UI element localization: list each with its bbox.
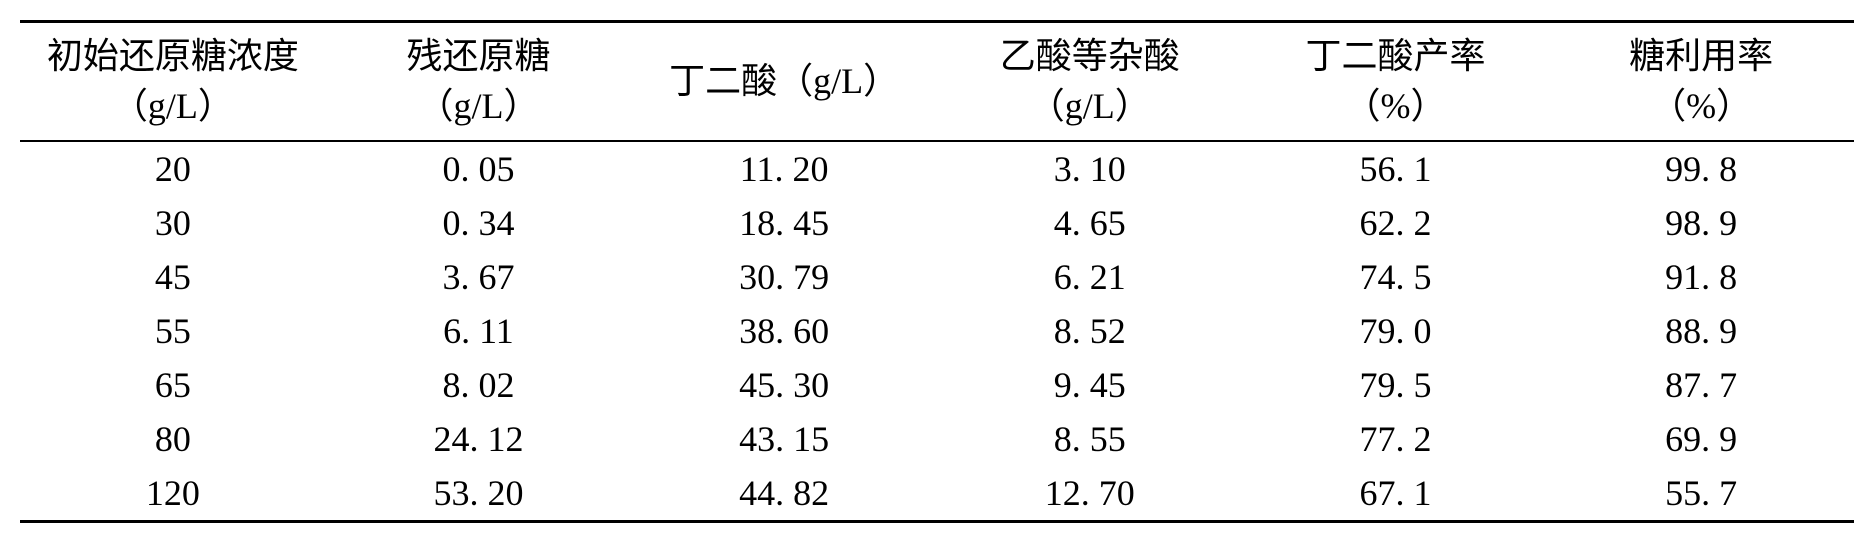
cell: 12. 70 bbox=[937, 466, 1243, 522]
table-row: 55 6. 11 38. 60 8. 52 79. 0 88. 9 bbox=[20, 304, 1854, 358]
table-body: 20 0. 05 11. 20 3. 10 56. 1 99. 8 30 0. … bbox=[20, 141, 1854, 522]
col-header-1: 残还原糖 （g/L） bbox=[326, 22, 632, 141]
cell: 65 bbox=[20, 358, 326, 412]
cell: 6. 21 bbox=[937, 250, 1243, 304]
cell: 6. 11 bbox=[326, 304, 632, 358]
cell: 8. 52 bbox=[937, 304, 1243, 358]
cell: 74. 5 bbox=[1243, 250, 1549, 304]
cell: 24. 12 bbox=[326, 412, 632, 466]
cell: 0. 34 bbox=[326, 196, 632, 250]
cell: 88. 9 bbox=[1548, 304, 1854, 358]
cell: 4. 65 bbox=[937, 196, 1243, 250]
cell: 77. 2 bbox=[1243, 412, 1549, 466]
col-header-5-line2: （%） bbox=[1558, 81, 1844, 131]
col-header-3-line2: （g/L） bbox=[947, 81, 1233, 131]
cell: 30 bbox=[20, 196, 326, 250]
cell: 80 bbox=[20, 412, 326, 466]
cell: 8. 55 bbox=[937, 412, 1243, 466]
cell: 99. 8 bbox=[1548, 141, 1854, 196]
cell: 38. 60 bbox=[631, 304, 937, 358]
cell: 62. 2 bbox=[1243, 196, 1549, 250]
col-header-0: 初始还原糖浓度 （g/L） bbox=[20, 22, 326, 141]
col-header-5-line1: 糖利用率 bbox=[1558, 31, 1844, 81]
cell: 45 bbox=[20, 250, 326, 304]
col-header-0-line2: （g/L） bbox=[30, 81, 316, 131]
cell: 45. 30 bbox=[631, 358, 937, 412]
table-row: 65 8. 02 45. 30 9. 45 79. 5 87. 7 bbox=[20, 358, 1854, 412]
cell: 3. 10 bbox=[937, 141, 1243, 196]
cell: 20 bbox=[20, 141, 326, 196]
col-header-2-line1: 丁二酸（g/L） bbox=[641, 56, 927, 106]
col-header-4: 丁二酸产率 （%） bbox=[1243, 22, 1549, 141]
cell: 43. 15 bbox=[631, 412, 937, 466]
col-header-0-line1: 初始还原糖浓度 bbox=[30, 31, 316, 81]
cell: 0. 05 bbox=[326, 141, 632, 196]
table-header: 初始还原糖浓度 （g/L） 残还原糖 （g/L） 丁二酸（g/L） 乙酸等杂酸 … bbox=[20, 22, 1854, 141]
cell: 79. 5 bbox=[1243, 358, 1549, 412]
col-header-4-line2: （%） bbox=[1253, 81, 1539, 131]
table-row: 45 3. 67 30. 79 6. 21 74. 5 91. 8 bbox=[20, 250, 1854, 304]
cell: 55 bbox=[20, 304, 326, 358]
col-header-1-line2: （g/L） bbox=[336, 81, 622, 131]
col-header-4-line1: 丁二酸产率 bbox=[1253, 31, 1539, 81]
cell: 18. 45 bbox=[631, 196, 937, 250]
col-header-3: 乙酸等杂酸 （g/L） bbox=[937, 22, 1243, 141]
cell: 69. 9 bbox=[1548, 412, 1854, 466]
cell: 56. 1 bbox=[1243, 141, 1549, 196]
col-header-3-line1: 乙酸等杂酸 bbox=[947, 31, 1233, 81]
cell: 44. 82 bbox=[631, 466, 937, 522]
cell: 9. 45 bbox=[937, 358, 1243, 412]
cell: 79. 0 bbox=[1243, 304, 1549, 358]
cell: 98. 9 bbox=[1548, 196, 1854, 250]
table-row: 30 0. 34 18. 45 4. 65 62. 2 98. 9 bbox=[20, 196, 1854, 250]
col-header-1-line1: 残还原糖 bbox=[336, 31, 622, 81]
cell: 8. 02 bbox=[326, 358, 632, 412]
cell: 87. 7 bbox=[1548, 358, 1854, 412]
header-row: 初始还原糖浓度 （g/L） 残还原糖 （g/L） 丁二酸（g/L） 乙酸等杂酸 … bbox=[20, 22, 1854, 141]
cell: 120 bbox=[20, 466, 326, 522]
col-header-5: 糖利用率 （%） bbox=[1548, 22, 1854, 141]
cell: 67. 1 bbox=[1243, 466, 1549, 522]
table-row: 80 24. 12 43. 15 8. 55 77. 2 69. 9 bbox=[20, 412, 1854, 466]
table-row: 120 53. 20 44. 82 12. 70 67. 1 55. 7 bbox=[20, 466, 1854, 522]
cell: 3. 67 bbox=[326, 250, 632, 304]
cell: 30. 79 bbox=[631, 250, 937, 304]
col-header-2: 丁二酸（g/L） bbox=[631, 22, 937, 141]
cell: 11. 20 bbox=[631, 141, 937, 196]
cell: 91. 8 bbox=[1548, 250, 1854, 304]
data-table: 初始还原糖浓度 （g/L） 残还原糖 （g/L） 丁二酸（g/L） 乙酸等杂酸 … bbox=[20, 20, 1854, 523]
cell: 55. 7 bbox=[1548, 466, 1854, 522]
cell: 53. 20 bbox=[326, 466, 632, 522]
table-row: 20 0. 05 11. 20 3. 10 56. 1 99. 8 bbox=[20, 141, 1854, 196]
